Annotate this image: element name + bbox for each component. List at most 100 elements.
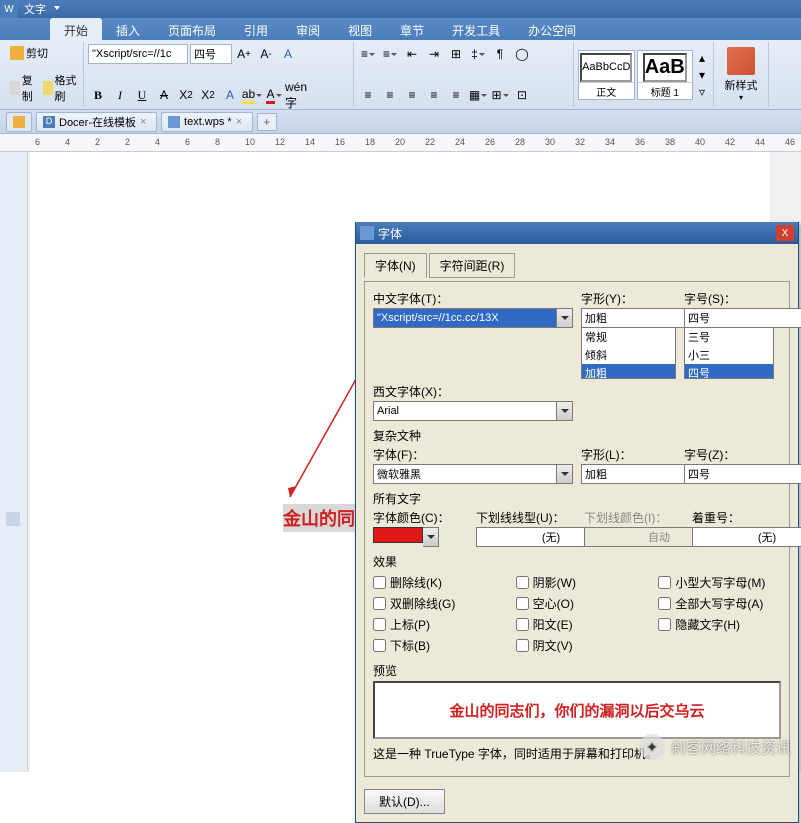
tab-button[interactable]: ⊞	[446, 44, 466, 64]
cb-strike[interactable]: 删除线(K)	[373, 572, 496, 593]
align-right-button[interactable]: ≡	[402, 85, 422, 105]
phonetic-button[interactable]: wén字	[286, 85, 306, 105]
west-font-dropdown-button[interactable]	[557, 401, 573, 421]
bullets-button[interactable]: ≡	[358, 44, 378, 64]
align-left-button[interactable]: ≡	[358, 85, 378, 105]
align-center-button[interactable]: ≡	[380, 85, 400, 105]
styles-up-button[interactable]: ▴	[695, 50, 709, 66]
strike-button[interactable]: A	[154, 85, 174, 105]
doctab-docer-close[interactable]: ×	[140, 116, 150, 128]
bold-button[interactable]: B	[88, 85, 108, 105]
cb-shadow[interactable]: 阴影(W)	[516, 572, 639, 593]
distribute-button[interactable]: ≡	[446, 85, 466, 105]
cn-font-combo[interactable]	[373, 308, 557, 328]
copy-button[interactable]: 复制	[8, 71, 39, 105]
ribbon-tabs: 开始 插入 页面布局 引用 审阅 视图 章节 开发工具 办公空间	[0, 18, 801, 40]
doctab-textwps[interactable]: text.wps * ×	[161, 112, 253, 132]
dialog-titlebar[interactable]: 字体 X	[356, 222, 798, 244]
group-newstyle[interactable]: 新样式 ▾	[714, 42, 769, 107]
tab-developer[interactable]: 开发工具	[438, 18, 514, 40]
tab-insert[interactable]: 插入	[102, 18, 154, 40]
wps-file-icon	[168, 116, 180, 128]
dialog-icon	[360, 226, 374, 240]
cb-sup[interactable]: 上标(P)	[373, 614, 496, 635]
west-font-combo[interactable]	[373, 401, 557, 421]
cut-button[interactable]: 剪切	[8, 44, 79, 62]
tab-home[interactable]: 开始	[50, 18, 102, 40]
font-color-dropdown-button[interactable]	[423, 527, 439, 547]
outdent-button[interactable]: ⇤	[402, 44, 422, 64]
style-heading1[interactable]: AaB 标题 1	[637, 50, 694, 100]
c-font-combo[interactable]	[373, 464, 557, 484]
group-font: A+ A- A B I U A X2 X2 A ab A wén字	[84, 42, 354, 107]
cb-allcaps[interactable]: 全部大写字母(A)	[658, 593, 781, 614]
font-size-combo[interactable]	[190, 44, 232, 64]
dialog-close-button[interactable]: X	[776, 225, 794, 241]
font-dialog: 字体 X 字体(N) 字符间距(R) 中文字体(T)： 字形(Y)： 常规 倾斜	[355, 222, 799, 823]
doctab-home[interactable]	[6, 112, 32, 132]
dialog-tab-font[interactable]: 字体(N)	[364, 253, 427, 278]
tab-section[interactable]: 章节	[386, 18, 438, 40]
subscript-button[interactable]: X2	[198, 85, 218, 105]
styles-more-button[interactable]: ▿	[695, 84, 709, 100]
dialog-tab-spacing[interactable]: 字符间距(R)	[429, 253, 516, 278]
titlebar: W 文字	[0, 0, 801, 18]
tab-office[interactable]: 办公空间	[514, 18, 590, 40]
align-justify-button[interactable]: ≡	[424, 85, 444, 105]
group-clipboard: 剪切 复制 格式刷	[4, 42, 84, 107]
italic-button[interactable]: I	[110, 85, 130, 105]
styles-down-button[interactable]: ▾	[695, 67, 709, 83]
style-listbox[interactable]: 常规 倾斜 加粗	[581, 327, 676, 379]
tab-view[interactable]: 视图	[334, 18, 386, 40]
size-input[interactable]	[684, 308, 801, 328]
doctab-docer-label: Docer-在线模板	[59, 114, 136, 130]
ruler[interactable]: 6422468101214161820222426283032343638404…	[0, 134, 801, 152]
shading-button[interactable]: ▦	[468, 85, 488, 105]
default-button[interactable]: 默认(D)...	[364, 789, 445, 814]
watermark-text: 刹客网络科技资讯	[671, 737, 791, 758]
format-painter-icon	[43, 81, 53, 95]
cn-font-dropdown-button[interactable]	[557, 308, 573, 328]
change-case-button[interactable]: A	[278, 44, 298, 64]
tab-references[interactable]: 引用	[230, 18, 282, 40]
preview-box: 金山的同志们，你们的漏洞以后交乌云	[373, 681, 781, 739]
cb-smallcaps[interactable]: 小型大写字母(M)	[658, 572, 781, 593]
tab-pagelayout[interactable]: 页面布局	[154, 18, 230, 40]
ribbon: 剪切 复制 格式刷 A+ A- A B I U A X2 X2 A ab A w…	[0, 40, 801, 110]
text-effect-button[interactable]: A	[220, 85, 240, 105]
style-normal[interactable]: AaBbCcD 正文	[578, 50, 635, 100]
para-settings-button[interactable]: ⊡	[512, 85, 532, 105]
doctab-textwps-close[interactable]: ×	[236, 116, 246, 128]
font-color-swatch[interactable]	[373, 527, 423, 543]
highlight-button[interactable]: ab	[242, 85, 262, 105]
doctab-docer[interactable]: D Docer-在线模板 ×	[36, 112, 157, 132]
emphasis-combo[interactable]	[692, 527, 801, 547]
cb-engrave[interactable]: 阴文(V)	[516, 635, 639, 656]
cb-dstrike[interactable]: 双删除线(G)	[373, 593, 496, 614]
superscript-button[interactable]: X2	[176, 85, 196, 105]
showmarks-button[interactable]: ¶	[490, 44, 510, 64]
cb-sub[interactable]: 下标(B)	[373, 635, 496, 656]
border-circle-button[interactable]: ◯	[512, 44, 532, 64]
borders-button[interactable]: ⊞	[490, 85, 510, 105]
font-name-combo[interactable]	[88, 44, 188, 64]
format-painter-button[interactable]: 格式刷	[41, 71, 79, 105]
cb-outline[interactable]: 空心(O)	[516, 593, 639, 614]
font-color-button[interactable]: A	[264, 85, 284, 105]
underline-button[interactable]: U	[132, 85, 152, 105]
c-font-dropdown-button[interactable]	[557, 464, 573, 484]
c-size-combo[interactable]	[684, 464, 801, 484]
titlebar-dropdown-icon[interactable]	[54, 6, 60, 12]
cb-hidden[interactable]: 隐藏文字(H)	[658, 614, 781, 635]
add-tab-button[interactable]: +	[257, 113, 277, 131]
numbering-button[interactable]: ≡	[380, 44, 400, 64]
cb-emboss[interactable]: 阳文(E)	[516, 614, 639, 635]
c-style-label: 字形(L)：	[581, 446, 676, 463]
complex-script-label: 复杂文种	[373, 427, 781, 444]
size-listbox[interactable]: 三号 小三 四号	[684, 327, 774, 379]
indent-button[interactable]: ⇥	[424, 44, 444, 64]
grow-font-button[interactable]: A+	[234, 44, 254, 64]
shrink-font-button[interactable]: A-	[256, 44, 276, 64]
tab-review[interactable]: 审阅	[282, 18, 334, 40]
linespacing-button[interactable]: ‡	[468, 44, 488, 64]
